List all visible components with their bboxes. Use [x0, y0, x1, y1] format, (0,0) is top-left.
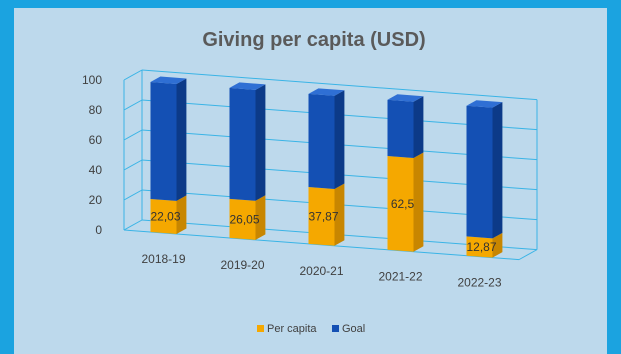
legend-label-per-capita: Per capita: [267, 323, 317, 335]
bar-per-capita-2022-23: [466, 232, 503, 258]
bar-goal-2021-22: [387, 94, 424, 158]
legend-swatch-per-capita: [257, 325, 264, 332]
data-label: 62,5: [391, 197, 415, 211]
y-tick-label: 0: [95, 223, 102, 237]
y-tick-label: 40: [89, 163, 103, 177]
data-label: 26,05: [229, 212, 259, 226]
x-tick-label: 2018-19: [141, 252, 185, 266]
bar-per-capita-2021-22: [387, 152, 424, 252]
legend: Per capita Goal: [257, 323, 365, 335]
chart-svg: Giving per capita (USD) 0 20 40 60 80 100 22,…: [82, 29, 538, 335]
bar-goal-2019-20: [229, 82, 266, 201]
x-axis-ticks: 2018-19 2019-20 2020-21 2021-22 2022-23: [141, 252, 501, 290]
bar-goal-2018-19: [150, 76, 187, 201]
bar-goal-2022-23: [466, 100, 503, 239]
bars-layer: 22,03 26,05 37,87 62,5 12,87: [150, 76, 503, 258]
x-tick-label: 2019-20: [220, 258, 264, 272]
legend-swatch-goal: [332, 325, 339, 332]
y-tick-label: 60: [89, 133, 103, 147]
chart-panel: Giving per capita (USD) 0 20 40 60 80 100 22,…: [14, 8, 607, 354]
x-tick-label: 2022-23: [457, 276, 501, 290]
chart-title: Giving per capita (USD): [202, 29, 425, 51]
data-label: 22,03: [150, 209, 180, 223]
bar-per-capita-2020-21: [308, 183, 345, 246]
x-tick-label: 2021-22: [378, 270, 422, 284]
data-label: 12,87: [466, 240, 496, 254]
bar-per-capita-2018-19: [150, 195, 187, 234]
data-label: 37,87: [308, 209, 338, 223]
y-axis-ticks: 0 20 40 60 80 100: [82, 73, 102, 237]
bar-goal-2020-21: [308, 88, 345, 189]
y-tick-label: 80: [89, 103, 103, 117]
y-tick-label: 20: [89, 193, 103, 207]
bar-per-capita-2019-20: [229, 195, 266, 240]
x-tick-label: 2020-21: [299, 264, 343, 278]
legend-label-goal: Goal: [342, 323, 365, 335]
y-tick-label: 100: [82, 73, 102, 87]
